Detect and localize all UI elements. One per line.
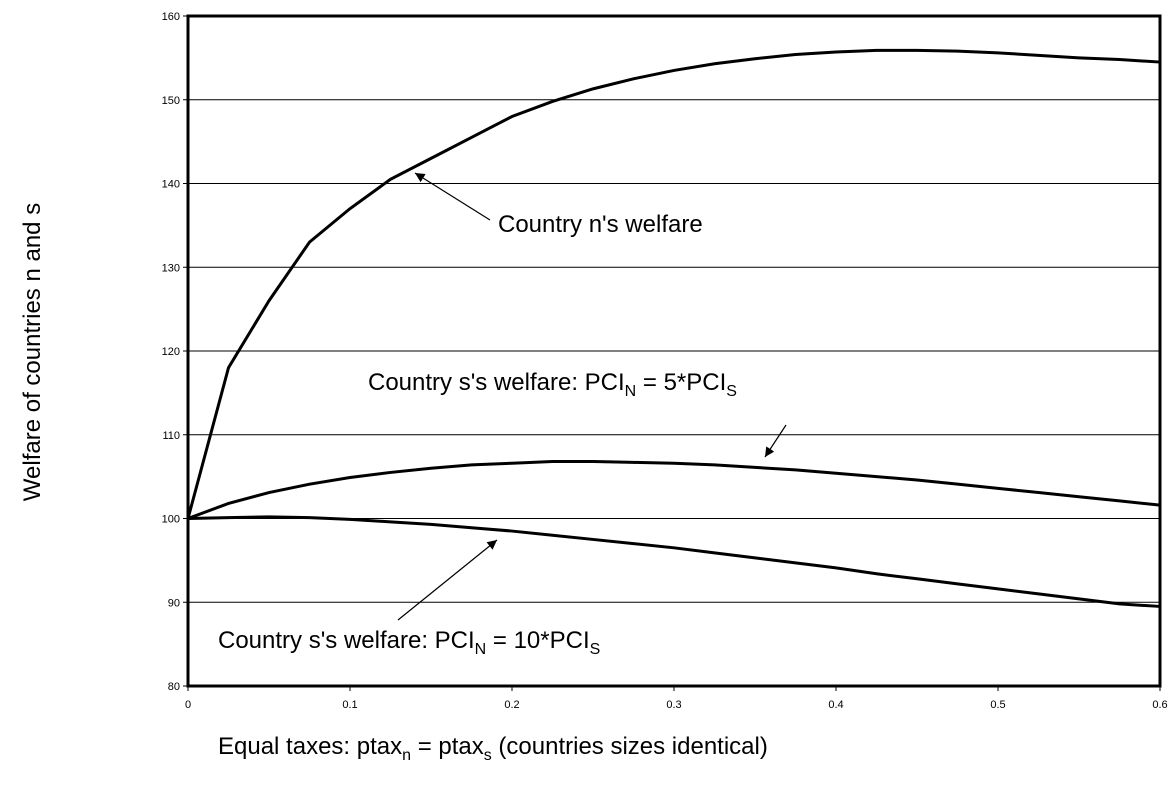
y-tick-label: 140 (162, 179, 180, 191)
x-tick-label: 0.6 (1152, 699, 1167, 711)
annotation-part: Country s's welfare: PCI (218, 627, 475, 654)
y-tick-label: 110 (162, 430, 180, 442)
y-tick-label: 130 (162, 262, 180, 274)
annotation-part: Country s's welfare: PCI (368, 369, 625, 396)
x-tick-label: 0.5 (990, 699, 1005, 711)
x-tick-label: 0.4 (828, 699, 843, 711)
y-tick-label: 160 (162, 11, 180, 23)
annotation-part: = 10*PCI (486, 627, 589, 654)
annotation-part: Country n's welfare (498, 211, 703, 238)
arrow (764, 424, 787, 458)
grid (188, 15, 1160, 687)
annotation: Country n's welfare (498, 211, 703, 238)
x-tick-label: 0.3 (666, 699, 681, 711)
series-line (187, 515, 1161, 608)
y-tick-label: 100 (162, 514, 180, 526)
x-tick-label: 0 (185, 699, 191, 711)
annotation-part: S (726, 383, 737, 400)
series-line (187, 460, 1161, 520)
x-axis-label-part: (countries sizes identical) (492, 733, 768, 760)
annotation-part: N (625, 383, 637, 400)
annotation-part: N (475, 641, 487, 658)
x-axis-label-part: n (402, 747, 411, 764)
y-tick-label: 120 (162, 346, 180, 358)
x-axis-label-part: = ptax (411, 733, 484, 760)
series-line (186, 48, 1161, 519)
annotation: Country s's welfare: PCIN = 10*PCIS (218, 627, 600, 658)
arrow (414, 172, 491, 221)
arrow (397, 539, 498, 621)
x-axis-label-part: s (484, 747, 492, 764)
annotation: Country s's welfare: PCIN = 5*PCIS (368, 369, 737, 400)
x-axis-label: Equal taxes: ptaxn = ptaxs (countries si… (218, 733, 768, 764)
x-tick-label: 0.2 (504, 699, 519, 711)
y-tick-label: 90 (168, 597, 180, 609)
y-axis-label: Welfare of countries n and s (19, 203, 46, 501)
x-tick-label: 0.1 (342, 699, 357, 711)
x-axis-label-part: Equal taxes: ptax (218, 733, 402, 760)
annotation-part: S (590, 641, 601, 658)
series (186, 48, 1161, 608)
y-tick-label: 150 (162, 95, 180, 107)
y-tick-label: 80 (168, 681, 180, 693)
annotation-part: = 5*PCI (636, 369, 726, 396)
